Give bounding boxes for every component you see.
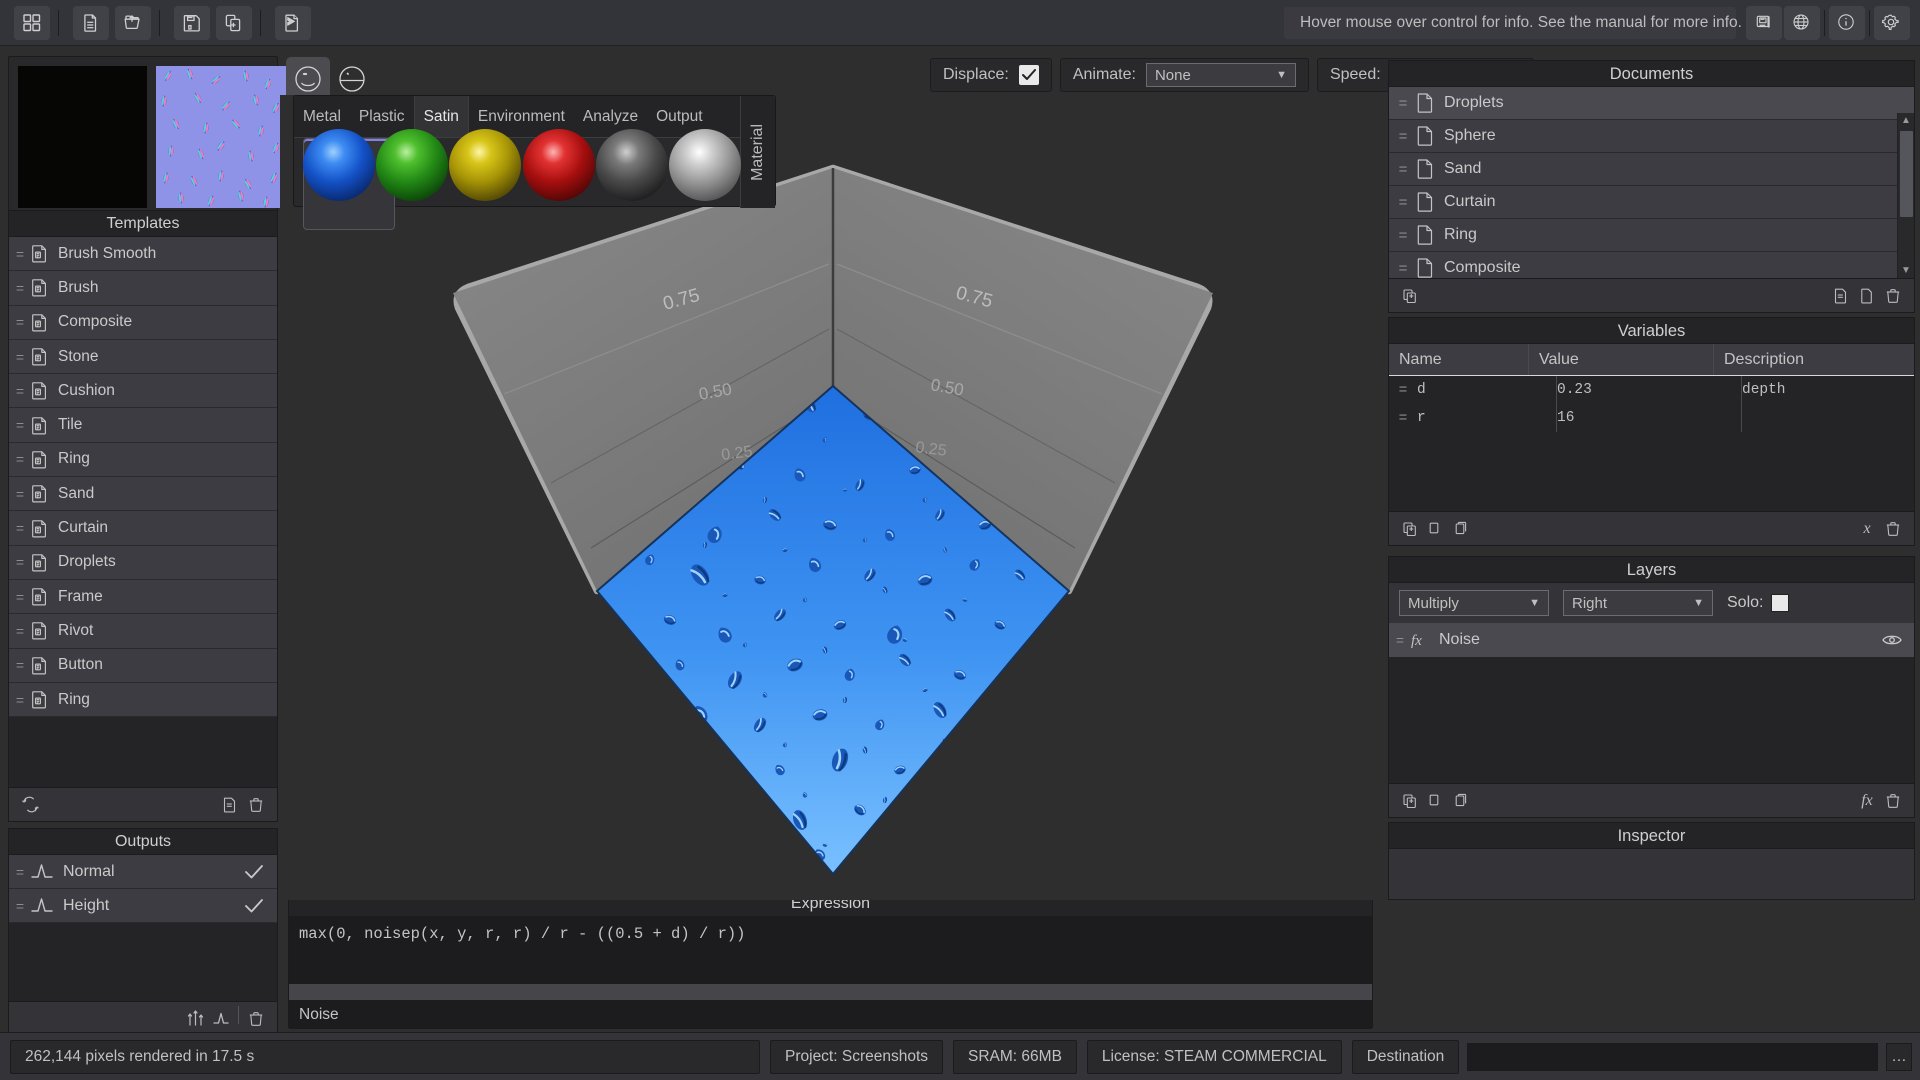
svg-text:fx: fx <box>1411 633 1422 649</box>
